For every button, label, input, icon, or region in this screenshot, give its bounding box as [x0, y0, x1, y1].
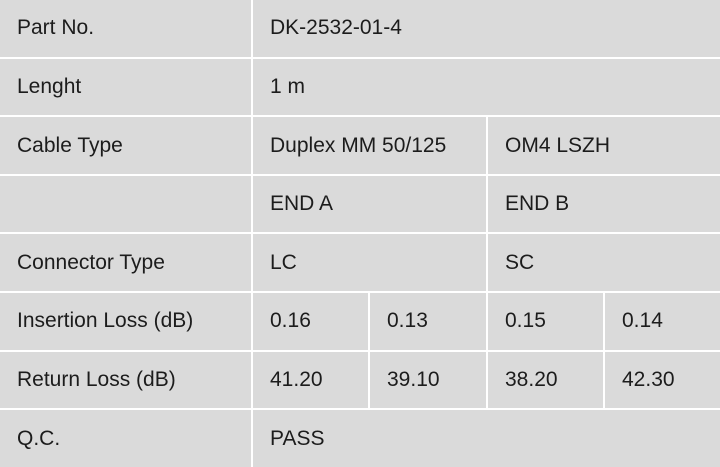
label-insertion-loss: Insertion Loss (dB): [0, 291, 253, 352]
value-cable-type-a: Duplex MM 50/125: [251, 115, 488, 176]
label-part-no: Part No.: [0, 0, 253, 59]
return-loss-value: 41.20: [251, 349, 370, 411]
insertion-loss-value: 0.16: [251, 291, 370, 352]
label-length: Lenght: [0, 56, 253, 118]
label-qc: Q.C.: [0, 408, 253, 467]
row-ends: END A END B: [0, 173, 720, 235]
insertion-loss-value: 0.13: [368, 291, 488, 352]
connector-end-a: LC: [251, 232, 488, 294]
row-return-loss: Return Loss (dB) 41.20 39.10 38.20 42.30: [0, 349, 720, 411]
return-loss-value: 42.30: [602, 349, 720, 411]
value-cable-type-b: OM4 LSZH: [485, 115, 720, 176]
label-connector-type: Connector Type: [0, 232, 253, 294]
insertion-loss-value: 0.15: [486, 291, 605, 352]
row-part-no: Part No. DK-2532-01-4: [0, 0, 720, 59]
insertion-loss-value: 0.14: [602, 291, 720, 352]
row-cable-type: Cable Type Duplex MM 50/125 OM4 LSZH: [0, 115, 720, 176]
end-b-header: END B: [485, 173, 720, 235]
label-cable-type: Cable Type: [0, 115, 253, 176]
return-loss-value: 39.10: [368, 349, 488, 411]
end-a-header: END A: [251, 173, 488, 235]
label-ends: [0, 173, 253, 235]
row-length: Lenght 1 m: [0, 56, 720, 118]
row-qc: Q.C. PASS: [0, 408, 720, 467]
row-connector-type: Connector Type LC SC: [0, 232, 720, 294]
value-length: 1 m: [250, 56, 720, 118]
value-part-no: DK-2532-01-4: [250, 0, 720, 59]
value-qc: PASS: [250, 408, 720, 467]
return-loss-value: 38.20: [486, 349, 605, 411]
row-insertion-loss: Insertion Loss (dB) 0.16 0.13 0.15 0.14: [0, 291, 720, 352]
label-return-loss: Return Loss (dB): [0, 349, 253, 411]
connector-end-b: SC: [485, 232, 720, 294]
